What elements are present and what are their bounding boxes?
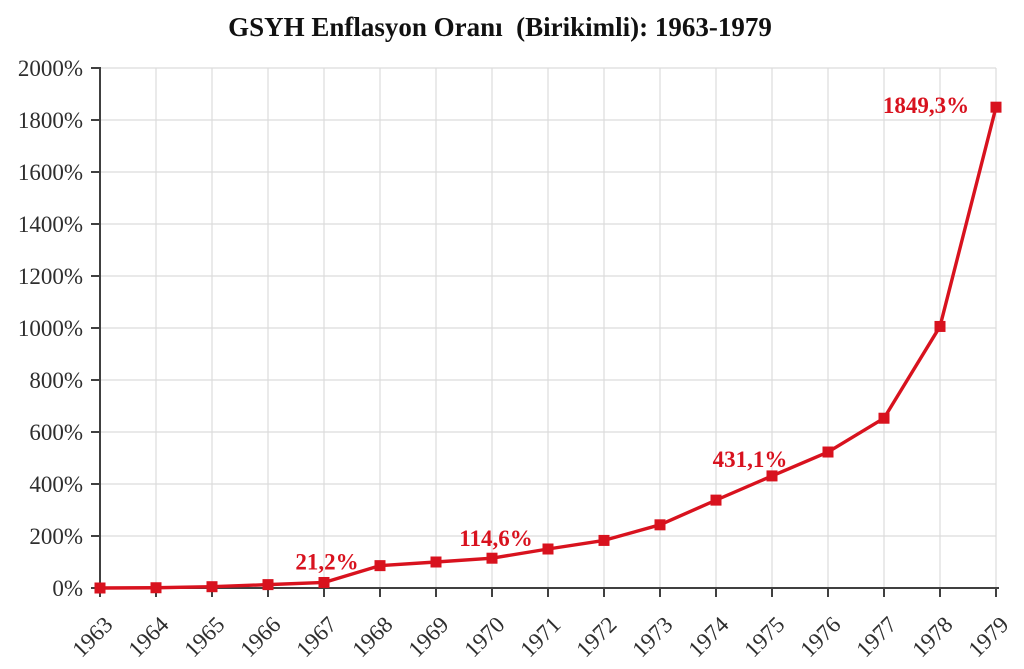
svg-text:1973: 1973 — [627, 612, 677, 662]
chart-title: GSYH Enflasyon Oranı (Birikimli): 1963-1… — [228, 12, 772, 42]
svg-text:1600%: 1600% — [18, 160, 83, 185]
data-point-1964 — [150, 582, 162, 594]
data-markers — [94, 101, 1002, 594]
data-point-1968 — [374, 560, 386, 572]
axes — [91, 67, 999, 597]
data-point-1966 — [262, 579, 274, 591]
data-point-1969 — [430, 556, 442, 568]
svg-text:1969: 1969 — [403, 612, 453, 662]
svg-text:1967: 1967 — [291, 612, 341, 662]
svg-text:1970: 1970 — [459, 612, 509, 662]
data-labels: 21,2% 114,6% 431,1% 1849,3% — [295, 93, 969, 574]
svg-text:1977: 1977 — [851, 612, 901, 662]
svg-text:1000%: 1000% — [18, 316, 83, 341]
data-point-1978 — [934, 320, 946, 332]
svg-text:1979: 1979 — [963, 612, 1013, 662]
svg-text:1963: 1963 — [67, 612, 117, 662]
value-label-1979: 1849,3% — [883, 93, 969, 118]
data-point-1972 — [598, 534, 610, 546]
value-label-1970: 114,6% — [459, 526, 532, 551]
svg-text:0%: 0% — [52, 576, 83, 601]
svg-text:400%: 400% — [29, 472, 83, 497]
svg-text:1971: 1971 — [515, 612, 565, 662]
svg-text:800%: 800% — [29, 368, 83, 393]
svg-text:1975: 1975 — [739, 612, 789, 662]
data-point-1974 — [710, 494, 722, 506]
svg-text:600%: 600% — [29, 420, 83, 445]
svg-text:1966: 1966 — [235, 612, 285, 662]
data-point-1976 — [822, 446, 834, 458]
svg-text:1800%: 1800% — [18, 108, 83, 133]
data-point-1979 — [990, 101, 1002, 113]
data-point-1973 — [654, 519, 666, 531]
svg-text:1964: 1964 — [123, 612, 174, 663]
data-point-1970 — [486, 552, 498, 564]
svg-text:2000%: 2000% — [18, 56, 83, 81]
gridlines — [100, 67, 997, 588]
data-point-1963 — [94, 582, 106, 594]
svg-text:1200%: 1200% — [18, 264, 83, 289]
svg-text:1965: 1965 — [179, 612, 229, 662]
y-axis-labels: 0% 200% 400% 600% 800% 1000% 1200% 1400% 1600% 18… — [18, 56, 83, 601]
data-point-1965 — [206, 581, 218, 593]
svg-text:1968: 1968 — [347, 612, 397, 662]
svg-text:200%: 200% — [29, 524, 83, 549]
data-point-1977 — [878, 412, 890, 424]
svg-text:1400%: 1400% — [18, 212, 83, 237]
data-point-1971 — [542, 543, 554, 555]
svg-text:1976: 1976 — [795, 612, 845, 662]
svg-text:1974: 1974 — [683, 612, 734, 663]
value-label-1975: 431,1% — [713, 447, 788, 472]
x-axis-labels: 1963 1964 1965 1966 1967 1968 1969 1970 1971 1972… — [67, 612, 1013, 663]
data-point-1967 — [318, 576, 330, 588]
svg-text:1978: 1978 — [907, 612, 957, 662]
value-label-1967: 21,2% — [295, 549, 358, 574]
svg-text:1972: 1972 — [571, 612, 621, 662]
data-point-1975 — [766, 470, 778, 482]
